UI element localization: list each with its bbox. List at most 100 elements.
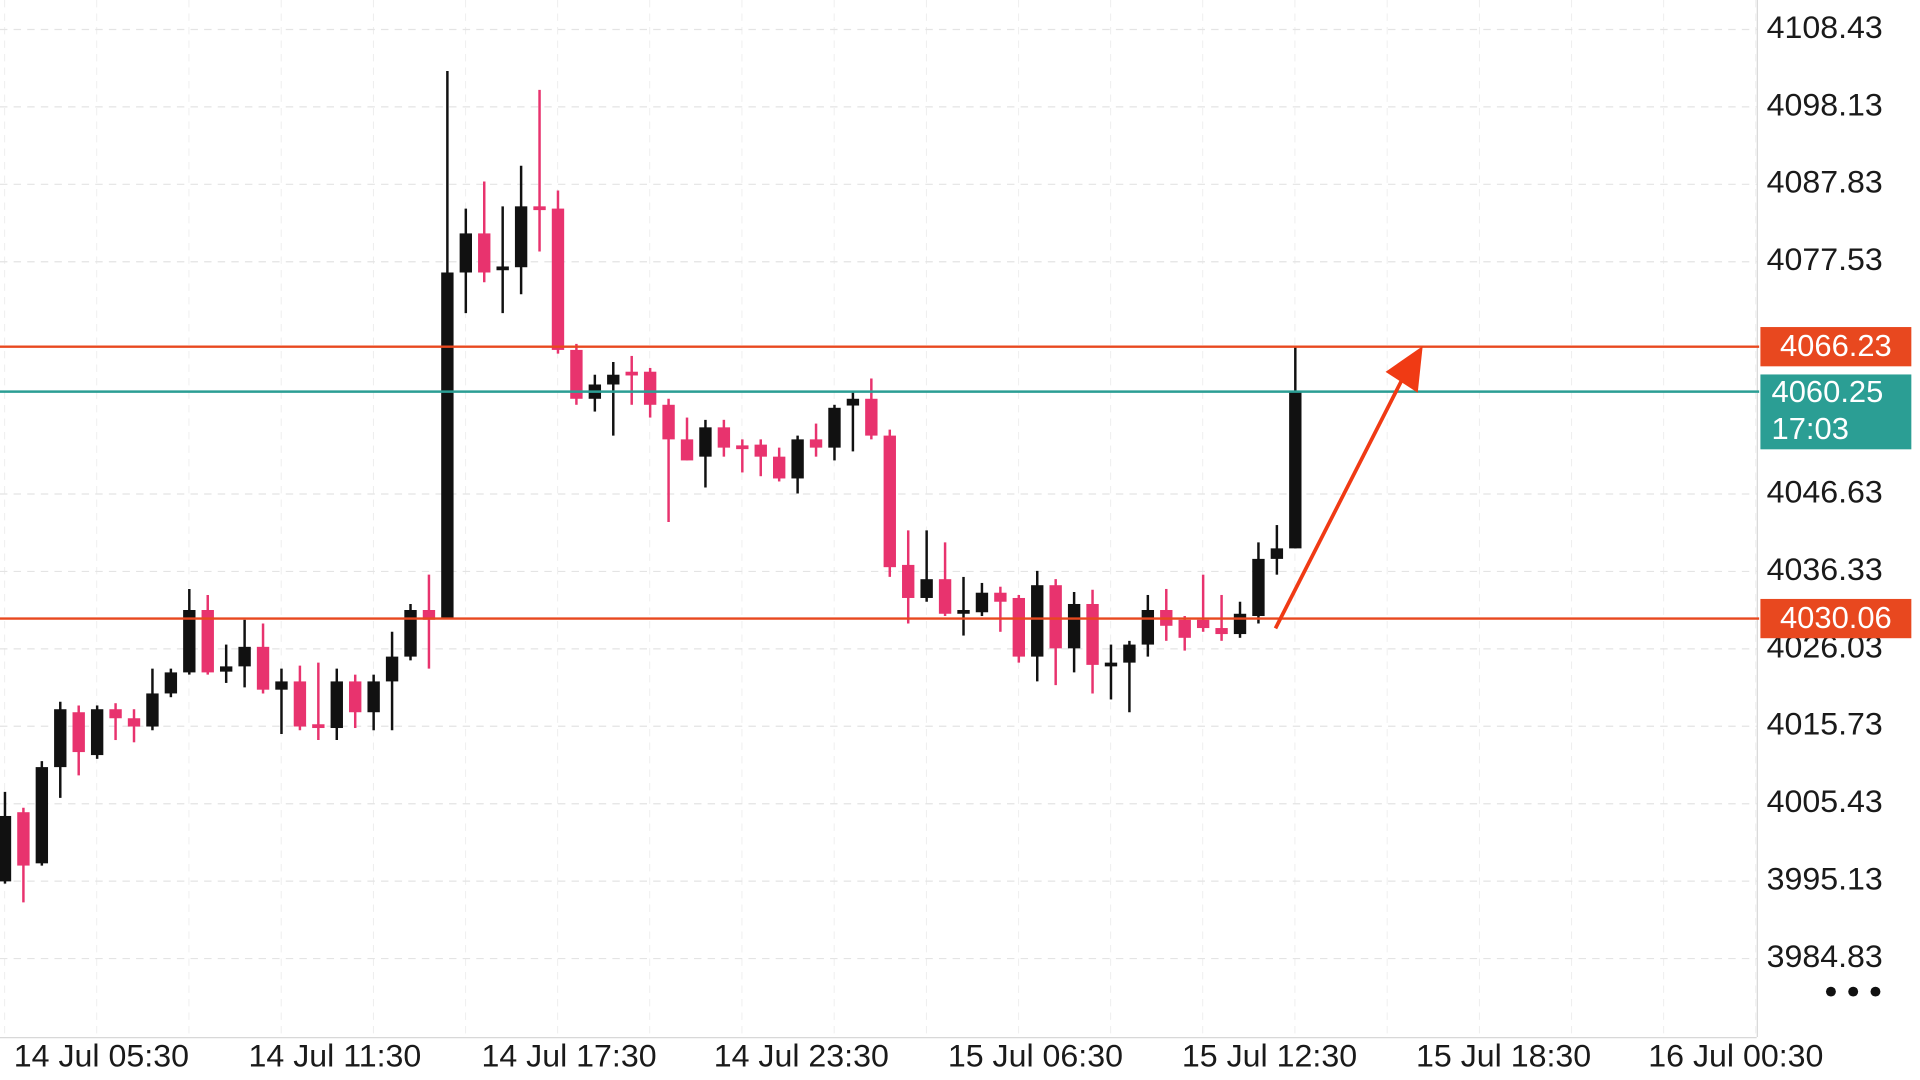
candle-body bbox=[1270, 548, 1284, 559]
candle-body bbox=[1178, 619, 1191, 638]
price-countdown: 17:03 bbox=[1772, 411, 1849, 446]
candle-body bbox=[514, 206, 528, 268]
candle-body bbox=[293, 681, 307, 727]
vertical-grid bbox=[0, 0, 1757, 1038]
candle-body bbox=[330, 681, 343, 729]
candle-body bbox=[35, 767, 49, 864]
candle-body bbox=[736, 445, 749, 450]
x-tick-label: 16 Jul 00:30 bbox=[1648, 1037, 1823, 1073]
y-tick-label: 4077.53 bbox=[1767, 241, 1883, 277]
candle-body bbox=[312, 724, 325, 729]
candle-body bbox=[459, 233, 472, 273]
candle-body bbox=[54, 709, 67, 768]
candle-body bbox=[275, 681, 288, 690]
candle-body bbox=[1031, 585, 1044, 657]
candles-layer bbox=[0, 71, 1302, 903]
candle-body bbox=[828, 407, 841, 448]
candle-body bbox=[533, 206, 546, 211]
price-label: 4060.25 bbox=[1772, 374, 1884, 409]
x-tick-label: 14 Jul 05:30 bbox=[14, 1037, 189, 1073]
dot[interactable] bbox=[1870, 986, 1881, 997]
y-tick-label: 4108.43 bbox=[1767, 9, 1883, 45]
x-tick-label: 15 Jul 12:30 bbox=[1182, 1037, 1357, 1073]
candle-body bbox=[570, 349, 583, 399]
candle-body bbox=[385, 656, 399, 682]
candle-body bbox=[662, 404, 675, 440]
candle-body bbox=[1141, 610, 1155, 645]
more-menu[interactable] bbox=[1825, 986, 1881, 997]
candle-body bbox=[17, 812, 30, 866]
candle-body bbox=[772, 456, 786, 479]
candle-body bbox=[164, 672, 178, 694]
x-tick-label: 15 Jul 18:30 bbox=[1416, 1037, 1591, 1073]
candle-body bbox=[146, 693, 159, 727]
candle-body bbox=[957, 610, 970, 614]
candle-body bbox=[90, 709, 104, 756]
candle-body bbox=[1104, 662, 1118, 667]
y-tick-label: 4046.63 bbox=[1767, 474, 1883, 510]
candle-body bbox=[478, 233, 491, 273]
candle-body bbox=[680, 439, 694, 461]
candle-body bbox=[72, 712, 85, 753]
y-tick-label: 4036.33 bbox=[1767, 551, 1883, 587]
price-label-box bbox=[1760, 374, 1912, 450]
level-label-box bbox=[1760, 598, 1912, 639]
candle-body bbox=[902, 564, 915, 598]
arrow-shaft bbox=[1273, 379, 1404, 630]
candle-body bbox=[127, 718, 141, 727]
y-tick-label: 4098.13 bbox=[1767, 86, 1883, 122]
grid-layer bbox=[0, 28, 1757, 960]
dot[interactable] bbox=[1825, 986, 1836, 997]
y-tick-label: 3995.13 bbox=[1767, 861, 1883, 897]
candle-body bbox=[846, 398, 860, 406]
candle-body bbox=[625, 371, 638, 376]
candle-body bbox=[791, 439, 804, 479]
y-tick-label: 3984.83 bbox=[1767, 938, 1883, 974]
candle-body bbox=[1012, 597, 1025, 657]
candle-body bbox=[938, 579, 952, 614]
candle-body bbox=[201, 610, 214, 673]
candle-body bbox=[238, 646, 251, 667]
candle-body bbox=[109, 709, 122, 719]
candle-body bbox=[1123, 644, 1136, 663]
candle-body bbox=[717, 427, 731, 448]
candle-body bbox=[1289, 391, 1302, 549]
candle-body bbox=[699, 427, 712, 457]
candle-body bbox=[183, 610, 196, 673]
candle-body bbox=[920, 579, 933, 598]
y-tick-label: 4087.83 bbox=[1767, 164, 1883, 200]
candle-body bbox=[1215, 628, 1228, 635]
candle-body bbox=[865, 398, 878, 436]
candle-body bbox=[0, 815, 12, 882]
arrow-head bbox=[1385, 346, 1423, 393]
x-tick-label: 14 Jul 17:30 bbox=[481, 1037, 656, 1073]
candle-body bbox=[1252, 558, 1265, 617]
candle-body bbox=[754, 444, 767, 457]
candle-body bbox=[1067, 603, 1081, 649]
candle-body bbox=[1233, 613, 1247, 635]
x-tick-label: 14 Jul 23:30 bbox=[714, 1037, 889, 1073]
y-tick-label: 4005.43 bbox=[1767, 783, 1883, 819]
candle-body bbox=[809, 439, 823, 448]
axis-layer: 4108.43 4098.13 4087.83 4077.53 4046.63 4036.… bbox=[14, 9, 1912, 1073]
candle-body bbox=[1086, 603, 1099, 665]
candle-body bbox=[349, 681, 362, 713]
candle-body bbox=[367, 681, 380, 713]
candle-body bbox=[994, 592, 1007, 602]
candle-body bbox=[496, 266, 509, 271]
candle-body bbox=[404, 610, 417, 657]
dot[interactable] bbox=[1848, 986, 1859, 997]
levels-layer bbox=[0, 345, 1760, 620]
level-label: 4066.23 bbox=[1780, 328, 1892, 363]
level-label: 4030.06 bbox=[1780, 600, 1892, 635]
candle-body bbox=[975, 592, 989, 613]
candle-body bbox=[551, 208, 565, 350]
level-label-box bbox=[1760, 327, 1912, 367]
candle-body bbox=[422, 610, 436, 620]
candle-body bbox=[441, 272, 454, 618]
x-tick-label: 14 Jul 11:30 bbox=[249, 1037, 422, 1073]
x-tick-label: 15 Jul 06:30 bbox=[948, 1037, 1123, 1073]
candle-body bbox=[219, 666, 233, 672]
